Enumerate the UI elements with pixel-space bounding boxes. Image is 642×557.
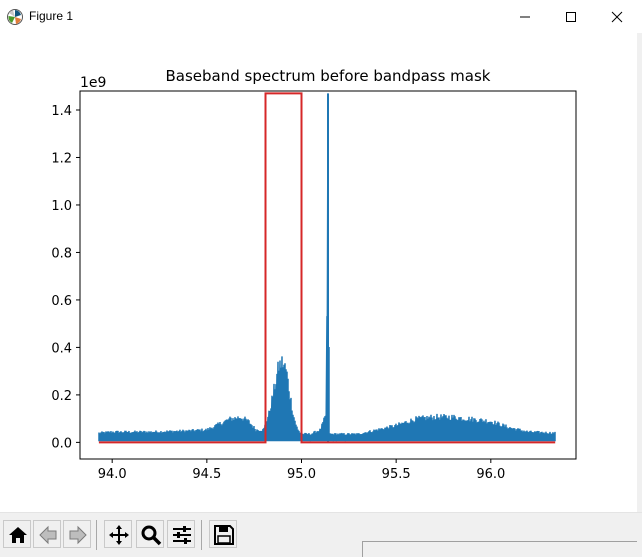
close-icon xyxy=(611,11,623,23)
maximize-button[interactable] xyxy=(548,0,594,33)
window-title: Figure 1 xyxy=(29,9,74,23)
toolbar-separator xyxy=(201,520,202,550)
pan-icon xyxy=(109,525,129,545)
y-tick-label: 0.4 xyxy=(51,341,72,356)
x-tick-label: 95.5 xyxy=(382,467,411,482)
toolbar-separator xyxy=(96,520,97,550)
forward-button[interactable] xyxy=(63,520,91,548)
home-icon xyxy=(9,527,27,543)
matplotlib-logo-icon xyxy=(7,9,23,25)
pan-button[interactable] xyxy=(104,520,132,548)
x-tick-label: 94.0 xyxy=(98,467,127,482)
back-button[interactable] xyxy=(33,520,61,548)
series-layer xyxy=(98,92,556,444)
minimize-icon xyxy=(520,16,530,18)
window-titlebar: Figure 1 xyxy=(0,0,642,33)
forward-arrow-icon xyxy=(69,525,87,545)
home-button[interactable] xyxy=(3,520,31,548)
chart-title: Baseband spectrum before bandpass mask xyxy=(166,67,491,85)
figure-canvas[interactable]: Baseband spectrum before bandpass mask 1… xyxy=(0,33,642,512)
y-tick-label: 0.0 xyxy=(51,436,72,451)
y-tick-label: 0.8 xyxy=(51,246,72,261)
back-arrow-icon xyxy=(39,525,57,545)
window-edge xyxy=(637,33,642,556)
x-tick-label: 95.0 xyxy=(287,467,316,482)
y-tick-label: 1.0 xyxy=(51,199,72,214)
configure-subplots-icon xyxy=(173,526,191,544)
y-tick-label: 0.2 xyxy=(51,389,72,404)
axes-frame xyxy=(79,90,577,460)
save-button[interactable] xyxy=(209,520,237,548)
y-tick-label: 1.2 xyxy=(51,151,72,166)
bandpass-mask-line xyxy=(98,92,556,444)
zoom-icon xyxy=(141,525,162,546)
close-button[interactable] xyxy=(594,0,640,33)
save-icon xyxy=(214,525,234,545)
chart: Baseband spectrum before bandpass mask 1… xyxy=(51,67,577,482)
configure-subplots-button[interactable] xyxy=(167,520,195,548)
x-tick-label: 94.5 xyxy=(192,467,221,482)
zoom-button[interactable] xyxy=(136,520,164,548)
x-tick-label: 96.0 xyxy=(476,467,505,482)
status-message-area xyxy=(362,541,637,557)
maximize-icon xyxy=(566,12,576,22)
ticks-layer: 94.0 94.5 95.0 95.5 96.0 0.0 0.2 0.4 0.6 0.8 1.0 1.… xyxy=(51,104,505,482)
navigation-toolbar xyxy=(0,512,642,557)
y-tick-label: 1.4 xyxy=(51,104,72,119)
minimize-button[interactable] xyxy=(502,0,548,33)
y-scale-label: 1e9 xyxy=(80,75,106,91)
y-tick-label: 0.6 xyxy=(51,294,72,309)
